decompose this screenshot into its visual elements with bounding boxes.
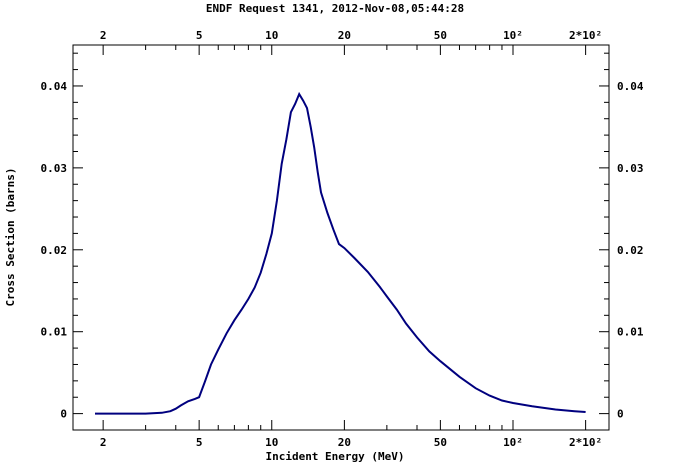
y-tick-label-right: 0.03	[617, 162, 644, 175]
x-tick-label: 10²	[503, 436, 523, 449]
axis-tick-labels: 2 2 5 5 10 10 20 20 50 50 10² 10² 2*10² 2*10² 0 0 0.01 0.…	[41, 29, 644, 449]
y-tick-label: 0.02	[41, 244, 68, 257]
x-tick-label-top: 10	[265, 29, 278, 42]
x-tick-label: 2	[100, 436, 107, 449]
x-tick-label: 20	[338, 436, 351, 449]
x-tick-label-top: 5	[196, 29, 203, 42]
cross-section-series-line	[95, 91, 586, 415]
y-tick-label: 0	[60, 408, 67, 421]
y-tick-label: 0.01	[41, 326, 68, 339]
y-tick-label-right: 0	[617, 408, 624, 421]
x-axis-label: Incident Energy (MeV)	[265, 450, 404, 463]
plot-frame	[72, 44, 610, 431]
y-tick-label-right: 0.01	[617, 326, 644, 339]
y-tick-label: 0.04	[41, 80, 68, 93]
x-tick-label-top: 10²	[503, 29, 523, 42]
axis-ticks	[73, 45, 609, 431]
x-tick-label-top: 2	[100, 29, 107, 42]
x-tick-label: 2*10²	[569, 436, 602, 449]
y-axis-label: Cross Section (barns)	[4, 167, 17, 306]
x-tick-label: 5	[196, 436, 203, 449]
y-tick-label-right: 0.02	[617, 244, 644, 257]
x-tick-label: 50	[434, 436, 447, 449]
x-tick-label-top: 2*10²	[569, 29, 602, 42]
y-tick-label-right: 0.04	[617, 80, 644, 93]
x-tick-label: 10	[265, 436, 278, 449]
y-tick-label: 0.03	[41, 162, 68, 175]
chart-title: ENDF Request 1341, 2012-Nov-08,05:44:28	[206, 2, 464, 15]
x-tick-label-top: 20	[338, 29, 351, 42]
x-tick-label-top: 50	[434, 29, 447, 42]
